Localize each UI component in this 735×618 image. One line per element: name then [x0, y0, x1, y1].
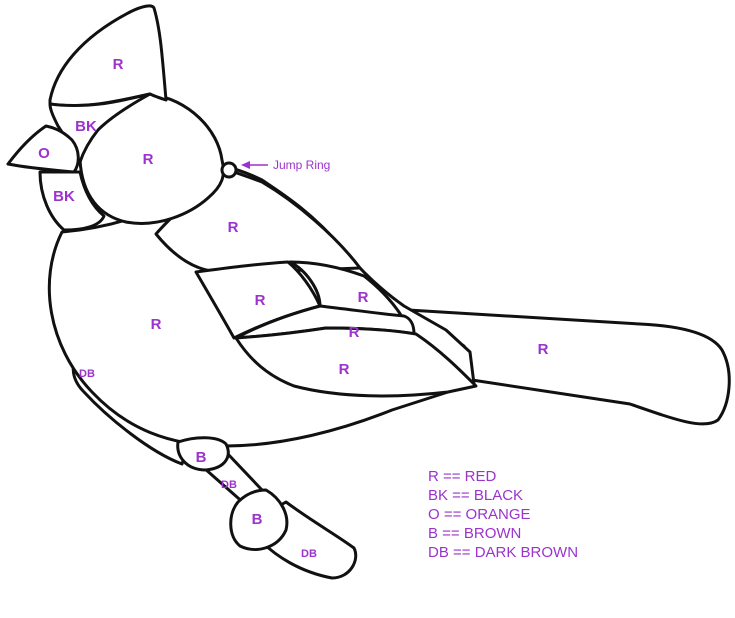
- tail-piece: [406, 308, 731, 426]
- foot-lower-label: B: [252, 511, 263, 528]
- beak-label: O: [38, 145, 50, 162]
- branch-left-label: DB: [79, 368, 95, 380]
- legend-entry-orange: O == ORANGE: [428, 506, 531, 523]
- branch-mid-label: DB: [221, 479, 237, 491]
- foot-upper-label: B: [196, 449, 207, 466]
- wing-tip-label: R: [358, 289, 369, 306]
- jump-ring-loop: [220, 161, 238, 179]
- foot-lower-piece: [229, 488, 289, 551]
- wing-lower-piece: [234, 326, 478, 398]
- mask-lower-label: BK: [53, 188, 75, 205]
- wing-lower-label: R: [339, 361, 350, 378]
- tail-label: R: [538, 341, 549, 358]
- legend-entry-red: R == RED: [428, 468, 497, 485]
- jump-ring-arrow-head: [241, 161, 250, 169]
- legend-entry-black: BK == BLACK: [428, 487, 524, 504]
- legend-entry-dark-brown: DB == DARK BROWN: [428, 544, 579, 561]
- back-label: R: [228, 219, 239, 236]
- jump-ring-label: Jump Ring: [273, 158, 330, 172]
- mask-lower-piece: [38, 170, 106, 232]
- mask-upper-label: BK: [75, 118, 97, 135]
- legend-entry-brown: B == BROWN: [428, 525, 522, 542]
- wing-mid-label: R: [349, 324, 360, 341]
- wing-upper-label: R: [255, 292, 266, 309]
- branch-right-label: DB: [301, 548, 317, 560]
- foot-upper-piece: [176, 436, 230, 472]
- crest-label: R: [113, 56, 124, 73]
- crest-piece: [48, 4, 168, 107]
- head-label: R: [143, 151, 154, 168]
- breast-label: R: [151, 316, 162, 333]
